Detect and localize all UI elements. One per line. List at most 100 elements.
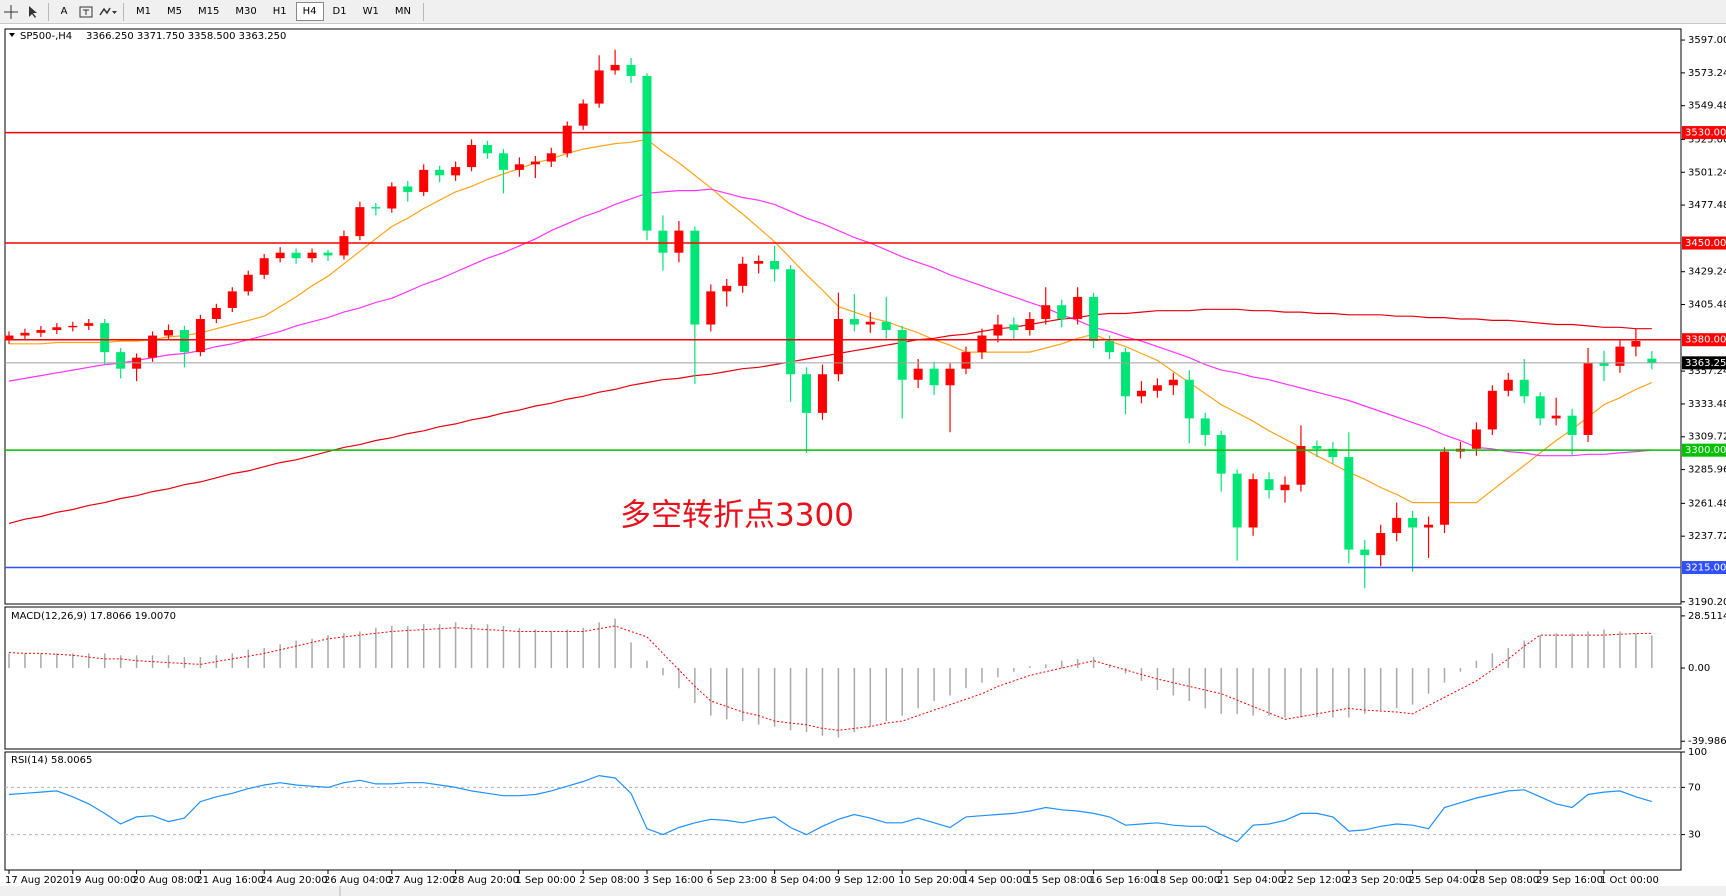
candle-body (52, 327, 62, 331)
moving-average (9, 138, 1653, 504)
candle-body (1264, 479, 1274, 491)
x-tick-label: 28 Aug 20:00 (452, 875, 519, 886)
icon (79, 6, 93, 17)
candle-body (1184, 379, 1194, 419)
timeframe-button[interactable]: M30 (235, 6, 257, 17)
candle-body (1408, 517, 1418, 528)
candle-body (961, 352, 971, 369)
candle-body (243, 274, 253, 292)
candle-body (594, 70, 604, 104)
candle-body (1551, 415, 1561, 419)
candle-body (451, 167, 461, 176)
timeframe-button[interactable]: M1 (136, 6, 151, 17)
candle-body (1009, 324, 1019, 331)
background (0, 24, 1726, 896)
timeframe-button[interactable]: W1 (362, 6, 379, 17)
cursor-icon[interactable] (22, 2, 44, 22)
y-tick-label: 3309.720 (1688, 432, 1726, 443)
label-tool[interactable] (75, 2, 97, 22)
candle-body (738, 263, 748, 286)
x-tick-label: 15 Sep 08:00 (1026, 875, 1093, 886)
candle-body (1392, 517, 1402, 534)
candle-body (355, 207, 365, 237)
macd-pane (4, 606, 1682, 750)
icon (99, 7, 117, 15)
timeframe-button[interactable]: M15 (198, 6, 220, 17)
x-tick-label: 8 Sep 04:00 (771, 875, 831, 886)
candle-body (4, 335, 14, 340)
candle-body (1424, 524, 1434, 528)
ohlc-readout: 3366.250 3371.750 3358.500 3363.250 (86, 31, 286, 42)
timeframe-button[interactable]: D1 (332, 6, 347, 17)
moving-average (8, 308, 1652, 524)
level-box (1682, 236, 1726, 250)
y-tick-label: 3190.200 (1688, 597, 1726, 608)
candle-body (291, 252, 301, 259)
y-tick-label: 3573.240 (1688, 68, 1726, 79)
y-tick-label: 3285.960 (1688, 465, 1726, 476)
candle-body (1599, 363, 1609, 366)
timeframe-button[interactable]: MN (394, 6, 411, 17)
candle-body (1168, 379, 1178, 386)
timeframe-button[interactable]: H1 (272, 6, 287, 17)
y-tick-label: 3549.480 (1688, 101, 1726, 112)
pane-menu-arrow[interactable] (9, 33, 15, 37)
candle-body (211, 307, 221, 319)
candle-body (1344, 457, 1354, 550)
moving-average (8, 188, 1652, 457)
last-price-label: 3363.250 (1685, 358, 1726, 369)
candle-body (642, 75, 652, 231)
last-price-box (1682, 356, 1726, 370)
candle-body (913, 368, 923, 380)
candle-body (578, 103, 588, 126)
candle-body (1216, 434, 1226, 474)
y-tick-label: 30 (1688, 830, 1701, 841)
y-tick-label: 3525.000 (1688, 134, 1726, 145)
x-tick-label: 3 Sep 16:00 (643, 875, 703, 886)
candle-body (1360, 549, 1370, 556)
candle-body (897, 330, 907, 380)
candle-body (1121, 352, 1130, 397)
candle-body (1089, 296, 1099, 342)
level-box (1682, 126, 1726, 140)
y-tick-label: 3333.480 (1688, 399, 1726, 410)
candle-body (116, 352, 126, 369)
candle-body (403, 186, 413, 192)
candle-body (195, 318, 205, 353)
candle-body (1041, 305, 1051, 319)
timeframe-button[interactable]: H4 (295, 2, 324, 21)
candle-body (323, 252, 333, 256)
candle-body (706, 291, 716, 325)
x-tick-label: 1 Oct 00:00 (1600, 875, 1659, 886)
candle-body (1615, 346, 1625, 366)
x-tick-label: 9 Sep 12:00 (834, 875, 894, 886)
x-tick-label: 25 Sep 04:00 (1409, 875, 1476, 886)
candle-body (977, 335, 987, 353)
y-tick-label: -39.9869 (1688, 736, 1726, 747)
candle-body (802, 374, 811, 413)
candle-body (786, 269, 796, 375)
x-tick-label: 6 Sep 23:00 (707, 875, 767, 886)
y-tick-label: 0.00 (1688, 663, 1710, 674)
x-tick-label: 23 Sep 20:00 (1345, 875, 1412, 886)
candle-body (658, 230, 668, 253)
x-tick-label: 1 Sep 00:00 (515, 875, 575, 886)
candle-body (259, 258, 269, 275)
candle-body (1487, 390, 1497, 430)
timeframe-button[interactable]: M5 (167, 6, 182, 17)
candle-body (530, 161, 540, 165)
rsi-pane (4, 751, 1682, 871)
y-tick-label: 28.5114 (1688, 611, 1726, 622)
crosshair-icon[interactable] (0, 2, 22, 22)
rsi-line (8, 774, 1652, 843)
shapes-tool[interactable] (97, 2, 119, 22)
y-tick-label: 3597.000 (1688, 35, 1726, 46)
candle-body (275, 252, 285, 259)
x-tick-label: 29 Sep 16:00 (1536, 875, 1603, 886)
candle-body (1583, 363, 1593, 435)
x-tick-label: 21 Aug 16:00 (196, 875, 263, 886)
candle-body (770, 260, 780, 270)
candle-body (1136, 390, 1146, 397)
candle-body (1631, 341, 1641, 347)
text-tool[interactable]: A (53, 2, 75, 22)
